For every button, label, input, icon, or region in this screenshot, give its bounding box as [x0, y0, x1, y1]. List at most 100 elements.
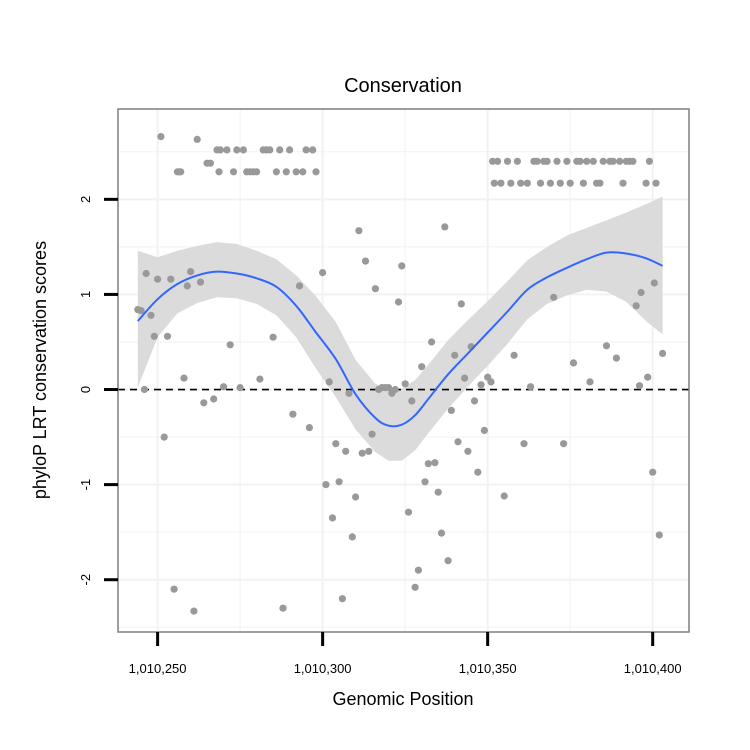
data-point	[629, 157, 637, 165]
data-point	[609, 157, 617, 165]
data-point	[361, 257, 370, 265]
data-point	[368, 430, 376, 438]
data-point	[644, 373, 652, 381]
data-point	[332, 440, 340, 448]
confidence-ribbon	[137, 196, 663, 461]
data-point	[150, 332, 158, 340]
smooth-fit-line	[137, 251, 664, 428]
x-tick-label: 1,010,300	[294, 661, 352, 676]
data-points	[134, 133, 667, 615]
data-point	[414, 566, 422, 574]
data-point	[583, 157, 591, 165]
data-point	[223, 146, 231, 154]
data-point	[216, 146, 224, 154]
data-point	[437, 529, 446, 537]
y-tick-label: 2	[78, 196, 93, 203]
data-point	[503, 157, 512, 165]
data-point	[576, 157, 584, 165]
data-point	[480, 426, 488, 434]
data-point	[507, 179, 515, 187]
data-point	[220, 383, 228, 391]
data-point	[428, 338, 436, 346]
y-tick-label: 1	[78, 291, 93, 298]
data-point	[269, 333, 277, 341]
data-point	[411, 583, 419, 591]
data-point	[401, 380, 409, 388]
data-point	[358, 449, 366, 457]
data-point	[190, 607, 198, 615]
data-point	[599, 157, 607, 165]
data-point	[637, 288, 645, 297]
data-point	[319, 269, 327, 277]
data-point	[187, 268, 195, 276]
data-point	[447, 406, 455, 414]
data-point	[160, 433, 168, 441]
data-point	[487, 378, 495, 386]
data-point	[602, 342, 611, 350]
data-point	[650, 279, 658, 287]
data-point	[236, 384, 244, 392]
data-point	[418, 363, 426, 371]
data-point	[256, 375, 264, 383]
data-point	[543, 157, 551, 165]
data-point	[494, 157, 502, 165]
x-tick-label: 1,010,350	[459, 661, 517, 676]
data-point	[163, 332, 172, 340]
data-point	[553, 157, 561, 165]
data-point	[348, 533, 356, 541]
data-point	[295, 282, 304, 290]
data-point	[655, 531, 663, 539]
data-point	[533, 157, 541, 165]
data-point	[170, 585, 178, 593]
data-point	[309, 146, 317, 154]
data-point	[157, 133, 165, 141]
data-point	[338, 595, 346, 603]
x-tick-label: 1,010,400	[624, 661, 682, 676]
data-point	[404, 508, 413, 516]
data-point	[302, 146, 310, 154]
data-point	[196, 278, 205, 286]
data-point	[566, 179, 574, 187]
data-point	[342, 447, 350, 455]
y-tick-label: -2	[78, 574, 93, 586]
data-point	[616, 157, 624, 165]
data-point	[180, 374, 188, 382]
data-point	[612, 354, 621, 362]
data-point	[457, 300, 465, 308]
data-point	[322, 481, 330, 489]
data-point	[523, 179, 531, 187]
data-point	[421, 478, 429, 486]
data-point	[335, 478, 343, 486]
y-tick-label: -1	[78, 479, 93, 491]
data-point	[645, 157, 654, 165]
data-point	[137, 307, 145, 315]
data-point	[513, 157, 522, 165]
data-point	[454, 438, 462, 446]
data-point	[239, 146, 247, 154]
smooth-curve-group	[137, 251, 664, 428]
data-point	[147, 311, 155, 319]
grid-lines	[118, 109, 689, 632]
data-point	[305, 424, 313, 432]
data-point	[408, 397, 416, 405]
data-point	[345, 389, 353, 397]
data-point	[279, 604, 287, 612]
data-point	[210, 395, 218, 403]
data-point	[312, 168, 320, 176]
data-point	[226, 341, 234, 349]
data-point	[352, 493, 360, 501]
data-point	[556, 179, 564, 187]
data-point	[431, 459, 439, 467]
data-point	[652, 179, 660, 187]
data-point	[276, 146, 284, 154]
data-point	[355, 227, 363, 235]
data-point	[253, 168, 261, 176]
data-point	[272, 168, 280, 176]
data-point	[286, 146, 294, 154]
x-tick-label: 1,010,250	[129, 661, 187, 676]
data-point	[229, 168, 238, 176]
data-point	[517, 179, 525, 187]
data-point	[586, 378, 594, 386]
data-point	[328, 514, 337, 522]
chart-title: Conservation	[344, 75, 462, 97]
